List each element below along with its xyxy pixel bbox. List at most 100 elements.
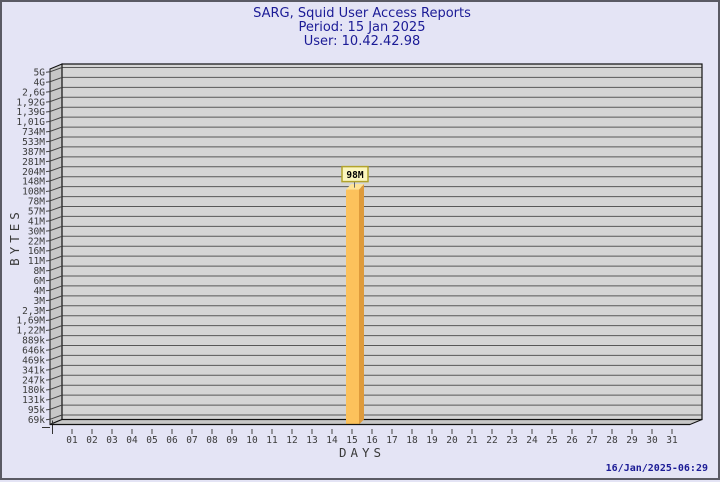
y-tick — [45, 156, 63, 163]
y-tick-label: 2,3M — [22, 306, 45, 317]
y-tick — [45, 295, 63, 302]
y-tick-label: 5G — [34, 68, 46, 79]
x-tick-label: 06 — [166, 435, 178, 446]
y-tick — [45, 106, 63, 113]
y-tick-label: 1,69M — [16, 316, 45, 327]
y-tick — [45, 67, 63, 73]
x-tick-label: 07 — [186, 435, 197, 446]
y-tick — [45, 404, 63, 411]
y-tick-label: 204M — [22, 167, 45, 178]
x-tick-label: 19 — [426, 435, 438, 446]
y-tick — [45, 364, 63, 371]
y-tick — [45, 374, 63, 381]
y-tick-label: 1,92G — [16, 97, 45, 108]
x-tick-label: 10 — [246, 435, 258, 446]
x-tick-label: 18 — [406, 435, 418, 446]
y-tick-label: 4M — [34, 286, 46, 297]
generated-timestamp: 16/Jan/2025-06:29 — [605, 463, 708, 474]
x-tick-label: 17 — [386, 435, 397, 446]
x-tick-label: 03 — [106, 435, 117, 446]
y-tick-label: 281M — [22, 157, 45, 168]
x-tick-label: 29 — [626, 435, 638, 446]
y-tick-label: 22M — [28, 236, 45, 247]
y-tick — [45, 186, 63, 192]
y-tick-label: 30M — [28, 226, 45, 237]
y-tick-label: 57M — [28, 207, 45, 218]
y-tick — [45, 325, 63, 331]
y-tick — [45, 265, 63, 272]
y-tick-label: 11M — [28, 256, 45, 267]
x-tick-label: 02 — [86, 435, 97, 446]
y-tick — [45, 196, 63, 202]
x-tick-label: 13 — [306, 435, 317, 446]
x-tick-label: 30 — [646, 435, 658, 446]
y-tick-label: 4G — [34, 77, 46, 88]
y-tick-label: 341k — [22, 365, 45, 376]
value-label: 98M — [346, 170, 363, 181]
y-tick — [45, 354, 63, 361]
chart-header: SARG, Squid User Access Reports Period: … — [2, 7, 720, 49]
y-tick-label: 1,22M — [16, 326, 45, 337]
y-tick-label: 889k — [22, 336, 45, 347]
x-tick-label: 22 — [486, 435, 497, 446]
y-tick — [45, 255, 63, 262]
x-tick-label: 31 — [666, 435, 678, 446]
y-tick — [45, 126, 63, 133]
y-tick-label: 734M — [22, 127, 45, 138]
x-tick-label: 09 — [226, 435, 238, 446]
y-tick-label: 646k — [22, 346, 45, 357]
y-tick — [45, 345, 63, 351]
y-tick — [45, 335, 63, 341]
y-tick — [45, 414, 63, 421]
x-tick-label: 05 — [146, 435, 157, 446]
y-tick-label: 247k — [22, 375, 45, 386]
x-tick-label: 25 — [546, 435, 557, 446]
y-tick — [45, 285, 63, 292]
y-tick — [45, 394, 63, 401]
plot-floor — [49, 419, 703, 425]
x-tick-label: 26 — [566, 435, 578, 446]
chart-period-line: Period: 15 Jan 2025 — [298, 20, 426, 35]
y-tick — [45, 245, 63, 252]
x-tick-label: 15 — [346, 435, 357, 446]
y-tick-label: 1,39G — [16, 107, 45, 118]
y-tick-label: 148M — [22, 177, 45, 188]
y-tick — [45, 166, 63, 173]
y-tick-label: 180k — [22, 385, 45, 396]
y-tick — [45, 116, 63, 123]
x-tick-label: 08 — [206, 435, 218, 446]
y-tick — [45, 305, 63, 312]
plot-area — [61, 63, 703, 421]
y-tick-label: 2,6G — [22, 87, 45, 98]
y-tick-label: 16M — [28, 246, 45, 257]
x-tick-label: 12 — [286, 435, 297, 446]
y-tick-label: 6M — [34, 276, 46, 287]
y-tick — [45, 96, 63, 103]
y-tick-label: 131k — [22, 395, 45, 406]
x-tick-label: 28 — [606, 435, 618, 446]
y-tick-label: 533M — [22, 137, 45, 148]
bar-front-face — [346, 189, 359, 425]
y-tick-label: 469k — [22, 355, 45, 366]
y-tick — [45, 86, 63, 93]
y-tick-label: 3M — [34, 296, 46, 307]
y-tick-label: 78M — [28, 197, 45, 208]
y-tick-label: 69k — [28, 415, 45, 426]
y-tick — [45, 136, 63, 143]
x-tick-label: 23 — [506, 435, 517, 446]
y-tick — [45, 235, 63, 242]
x-tick-label: 01 — [66, 435, 78, 446]
y-tick — [45, 206, 63, 212]
value-label-box — [341, 165, 369, 183]
y-tick — [45, 146, 63, 153]
y-tick-label: 387M — [22, 147, 45, 158]
x-tick-label: 24 — [526, 435, 538, 446]
x-tick-label: 21 — [466, 435, 478, 446]
y-tick — [45, 225, 63, 232]
x-tick-label: 04 — [126, 435, 138, 446]
x-tick-label: 16 — [366, 435, 378, 446]
y-tick — [45, 176, 63, 183]
chart-user-line: User: 10.42.42.98 — [303, 34, 421, 49]
